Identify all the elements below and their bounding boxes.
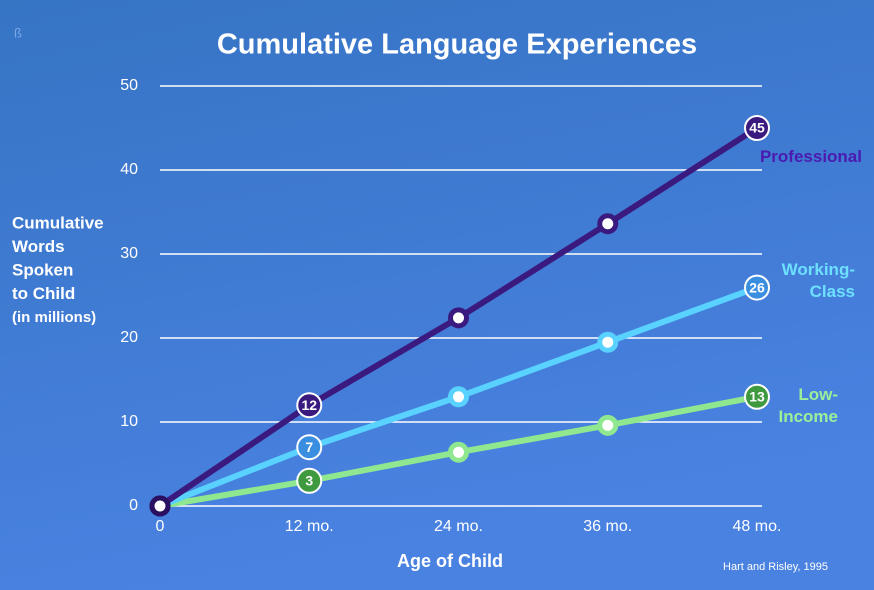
data-point: [448, 307, 469, 329]
data-label: 12: [301, 397, 317, 413]
data-point: [744, 383, 770, 410]
y-axis-title: (in millions): [12, 309, 96, 326]
data-point: [597, 213, 619, 235]
data-label: 13: [749, 389, 765, 405]
legend-label: Working-Class: [781, 260, 855, 301]
source-note: Hart and Risley, 1995: [723, 561, 828, 573]
data-point: [448, 386, 469, 408]
data-point: [296, 434, 323, 461]
data-point: [296, 467, 323, 494]
data-label: 3: [305, 473, 313, 489]
x-tick-label: 0: [156, 518, 165, 535]
x-tick-label: 24 mo.: [434, 518, 483, 535]
y-tick-label: 0: [129, 497, 138, 514]
y-tick-label: 40: [120, 161, 138, 178]
data-point: [597, 414, 619, 436]
y-axis-title: Spoken: [12, 260, 73, 279]
y-tick-label: 20: [120, 329, 138, 346]
legend-label: Professional: [759, 147, 862, 166]
legend-label: Low-Income: [778, 385, 838, 426]
y-axis-title: to Child: [12, 284, 75, 303]
y-axis-title: Words: [12, 237, 65, 256]
y-axis-title: Cumulative: [12, 213, 104, 232]
data-point: [744, 274, 770, 301]
data-point: [296, 392, 323, 419]
data-label: 7: [305, 439, 313, 455]
x-tick-label: 48 mo.: [733, 518, 782, 535]
chart-title: Cumulative Language Experiences: [217, 29, 697, 61]
y-tick-label: 10: [120, 413, 138, 430]
y-tick-label: 30: [120, 245, 138, 262]
data-label: 45: [749, 120, 765, 136]
data-point: [744, 115, 770, 141]
corner-mark: ß: [14, 25, 22, 40]
data-label: 26: [749, 279, 765, 295]
x-tick-label: 36 mo.: [583, 518, 632, 535]
data-point: [149, 495, 171, 517]
x-tick-label: 12 mo.: [285, 518, 334, 535]
y-tick-label: 50: [120, 77, 138, 94]
x-axis-title: Age of Child: [397, 551, 503, 571]
data-point: [597, 331, 619, 353]
data-point: [448, 441, 469, 463]
